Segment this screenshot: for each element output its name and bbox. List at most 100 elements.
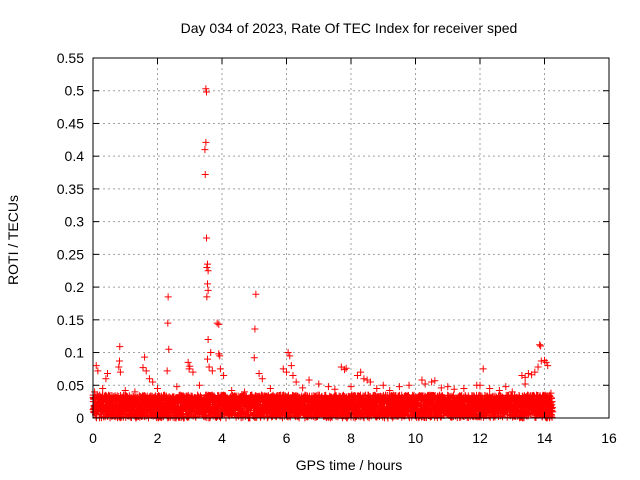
data-point — [534, 363, 542, 371]
data-point — [216, 365, 224, 373]
data-point — [163, 367, 171, 375]
data-point — [213, 319, 221, 327]
data-point — [205, 363, 213, 371]
data-point — [521, 380, 529, 388]
data-point — [102, 375, 110, 383]
data-point — [357, 368, 365, 376]
data-point — [99, 385, 107, 393]
data-point — [495, 387, 503, 395]
data-point — [544, 362, 552, 370]
data-point — [201, 171, 209, 179]
data-point — [165, 345, 173, 353]
data-point — [154, 385, 161, 393]
data-point — [207, 349, 215, 357]
data-point — [460, 385, 468, 393]
data-point — [201, 146, 209, 154]
grid-lines — [93, 58, 609, 418]
y-axis-label: ROTI / TECUs — [5, 195, 21, 285]
data-point — [537, 342, 545, 350]
tick-labels: 0 2 4 6 8 10 12 14 16 0 0.05 0.1 0.15 0.2 0.25 0.3 0.35 0… — [57, 50, 617, 446]
data-point — [203, 280, 211, 288]
data-point — [121, 387, 129, 395]
y-tick-label: 0.45 — [57, 115, 84, 131]
chart-title: Day 034 of 2023, Rate Of TEC Index for r… — [181, 20, 518, 36]
data-point — [524, 369, 532, 377]
data-point — [115, 363, 123, 371]
data-point — [92, 362, 100, 370]
data-point — [508, 388, 516, 396]
data-point — [299, 384, 307, 392]
data-point — [386, 387, 394, 395]
y-tick-label: 0.2 — [65, 279, 85, 295]
y-tick-label: 0.25 — [57, 246, 84, 262]
band-point — [548, 413, 556, 421]
data-point — [428, 378, 436, 386]
y-tick-label: 0.1 — [65, 345, 85, 361]
data-point — [476, 381, 484, 389]
data-point — [131, 388, 139, 396]
data-point — [395, 383, 403, 391]
y-tick-label: 0.3 — [65, 214, 85, 230]
data-point — [292, 378, 300, 386]
data-point — [241, 388, 249, 396]
data-point — [450, 385, 458, 393]
data-point — [289, 371, 297, 379]
data-point — [315, 380, 323, 388]
x-axis-label: GPS time / hours — [296, 457, 403, 473]
data-point — [202, 138, 210, 146]
y-tick-label: 0.05 — [57, 377, 84, 393]
data-point — [379, 381, 387, 389]
data-point — [215, 320, 223, 328]
data-point — [228, 387, 236, 395]
data-point — [437, 384, 445, 392]
data-point — [203, 293, 211, 301]
data-point — [405, 381, 413, 389]
x-tick-label: 4 — [218, 430, 226, 446]
data-point — [251, 325, 259, 333]
data-point — [324, 383, 332, 391]
x-tick-label: 16 — [601, 430, 617, 446]
data-point — [203, 263, 211, 271]
data-point — [431, 377, 439, 385]
data-point — [184, 358, 192, 366]
data-points — [89, 85, 557, 422]
data-point — [537, 357, 545, 365]
data-point — [347, 383, 355, 391]
data-point — [202, 85, 210, 93]
data-point — [421, 380, 429, 388]
data-point — [208, 367, 216, 375]
data-point — [173, 383, 181, 391]
data-point — [418, 376, 426, 384]
y-tick-label: 0.35 — [57, 181, 84, 197]
data-point — [255, 369, 263, 377]
x-tick-label: 8 — [347, 430, 355, 446]
data-point — [203, 234, 211, 242]
data-point — [444, 383, 452, 391]
data-point — [185, 365, 193, 373]
data-point — [360, 375, 368, 383]
data-point — [104, 369, 112, 377]
y-tick-label: 0.5 — [65, 83, 85, 99]
data-point — [341, 366, 349, 374]
data-point — [283, 368, 290, 376]
data-point — [287, 362, 295, 370]
x-tick-label: 10 — [408, 430, 424, 446]
band-point — [549, 408, 557, 416]
data-point — [204, 286, 212, 294]
y-tick-label: 0.15 — [57, 312, 84, 328]
data-point — [195, 381, 203, 389]
y-tick-label: 0.55 — [57, 50, 84, 66]
data-point — [216, 352, 224, 360]
data-point — [91, 388, 99, 396]
data-point — [139, 364, 147, 372]
data-point — [479, 365, 487, 373]
data-point — [142, 367, 150, 375]
data-point — [258, 375, 266, 383]
data-point — [366, 378, 374, 386]
data-point — [541, 356, 548, 364]
data-point — [145, 375, 153, 383]
data-point — [94, 367, 102, 375]
x-tick-label: 14 — [537, 430, 553, 446]
data-point — [331, 385, 339, 393]
